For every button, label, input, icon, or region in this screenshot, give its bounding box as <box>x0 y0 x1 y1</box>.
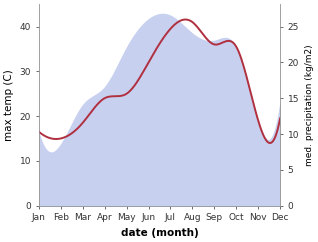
X-axis label: date (month): date (month) <box>121 228 198 238</box>
Y-axis label: max temp (C): max temp (C) <box>4 69 14 141</box>
Y-axis label: med. precipitation (kg/m2): med. precipitation (kg/m2) <box>305 44 314 166</box>
